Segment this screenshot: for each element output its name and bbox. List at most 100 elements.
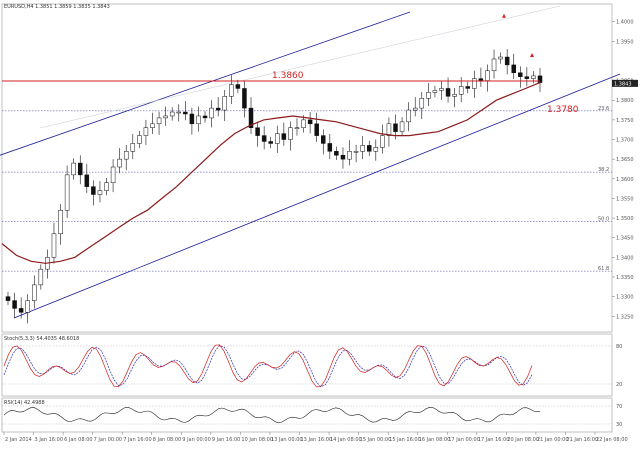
time-axis-tick-label: 15 Jan 16:00: [389, 437, 421, 443]
rsi-level-label: 70: [616, 404, 622, 410]
candle-body: [485, 70, 490, 81]
candle-body: [183, 111, 188, 115]
price-axis-tick-label: 1.4000: [616, 20, 634, 26]
candle-body: [215, 107, 221, 111]
price-axis-tick-label: 1.3500: [616, 216, 634, 222]
candle-body: [366, 145, 372, 152]
candle-body: [360, 145, 365, 152]
stochastic-level-label: 20: [616, 382, 622, 388]
time-axis-tick-label: 13 Jan 00:00: [271, 437, 303, 443]
price-axis-tick-label: 1.3550: [616, 196, 634, 202]
time-axis-tick-label: 10 Jan 08:00: [241, 437, 273, 443]
candle-body: [327, 143, 333, 152]
fib-level-label: 38.2: [598, 167, 609, 173]
candle-body: [58, 209, 63, 235]
price-axis-tick-label: 1.3600: [616, 177, 634, 183]
time-axis-tick-label: 13 Jan 16:00: [301, 437, 333, 443]
candle-body: [77, 162, 83, 176]
moving-average: [1, 82, 541, 264]
time-axis-tick-label: 20 Jan 08:00: [507, 437, 539, 443]
candle-body: [334, 151, 339, 156]
time-axis-tick-label: 7 Jan 16:00: [123, 437, 151, 443]
moving-average-line: [1, 82, 541, 264]
price-axis-tick-label: 1.3300: [616, 295, 634, 301]
price-axis-tick-label: 1.3650: [616, 157, 634, 163]
candle-body: [209, 107, 214, 119]
time-axis-tick-label: 21 Jan 16:00: [566, 437, 598, 443]
time-axis-tick-label: 2 Jan 2014: [5, 437, 32, 443]
current-price-label: 1.3843: [614, 81, 632, 87]
rsi-level-label: 30: [616, 422, 622, 428]
candle-body: [478, 78, 484, 81]
fib-level-label: 50.0: [598, 217, 609, 223]
candle-body: [261, 135, 267, 142]
price-axis-tick-label: 1.3800: [616, 98, 634, 104]
candle-body: [51, 233, 57, 258]
candle-body: [202, 115, 208, 119]
rsi-line: [3, 406, 541, 424]
candle-body: [498, 56, 503, 60]
time-axis-tick-label: 17 Jan 16:00: [478, 437, 510, 443]
candle-body: [5, 296, 11, 301]
candle-body: [97, 190, 103, 195]
candle-body: [268, 141, 273, 144]
candle-body: [399, 121, 405, 132]
candle-body: [524, 76, 530, 79]
time-axis-tick-label: 17 Jan 00:00: [448, 437, 480, 443]
candle-body: [156, 117, 162, 125]
stochastic-frame: [1, 333, 613, 397]
candle-body: [104, 182, 109, 191]
price-axis-tick-label: 1.3350: [616, 275, 634, 281]
candle-body: [426, 92, 431, 99]
candle-body: [511, 64, 516, 73]
candle-body: [504, 56, 510, 66]
candle-body: [452, 94, 457, 97]
current-price-box: [612, 79, 638, 87]
candle-body: [432, 90, 438, 93]
candle-body: [275, 133, 280, 144]
fractal-marker: [530, 52, 534, 57]
candle-body: [32, 284, 37, 301]
channel-lower-line: [13, 73, 621, 319]
rsi-panel: RSI(14) 42.4988 70 30: [1, 397, 622, 433]
stochastic-level-label: 80: [616, 344, 622, 350]
channel-mid-line: [39, 5, 561, 129]
candle-body: [196, 115, 201, 125]
time-axis-tick-label: 16 Jan 08:00: [419, 437, 451, 443]
time-axis-tick-label: 21 Jan 00:00: [537, 437, 569, 443]
candle-body: [347, 151, 352, 160]
candle-body: [38, 268, 44, 286]
candle-body: [386, 123, 392, 136]
time-axis-tick-label: 14 Jan 08:00: [330, 437, 362, 443]
candle-body: [130, 143, 136, 152]
time-axis-tick-label: 9 Jan 16:00: [212, 437, 240, 443]
candle-body: [64, 174, 70, 211]
fib-level-label: 61.8: [598, 266, 609, 272]
stochastic-main-line: [3, 344, 533, 388]
support-label: 1.3780: [547, 105, 579, 115]
candle-body: [353, 151, 359, 153]
candle-body: [84, 174, 90, 187]
candle-body: [373, 147, 379, 152]
price-axis-tick-label: 1.3950: [616, 39, 634, 45]
candle-body: [301, 119, 306, 128]
main-panel-frame: [1, 3, 613, 333]
fib-levels: 23.6 38.2 50.0 61.8: [2, 106, 612, 272]
candle-body: [439, 88, 444, 91]
candle-body: [472, 78, 477, 89]
resistance-label: 1.3860: [272, 71, 304, 81]
candle-body: [531, 75, 536, 79]
candle-body: [189, 113, 195, 125]
time-axis-tick-label: 3 Jan 16:00: [35, 437, 63, 443]
candle-body: [222, 96, 227, 111]
candle-body: [229, 84, 234, 97]
support-resistance-lines: 1.3860 1.3780: [2, 71, 579, 115]
symbol-header: EURUSD,H4 1.3851 1.3859 1.3835 1.3843: [4, 4, 110, 10]
stochastic-panel: Stoch(5,3,3) 54.4035 48.6018 80 20: [1, 333, 622, 397]
candle-body: [143, 127, 149, 136]
candle-body: [458, 86, 464, 95]
candle-body: [340, 154, 346, 160]
